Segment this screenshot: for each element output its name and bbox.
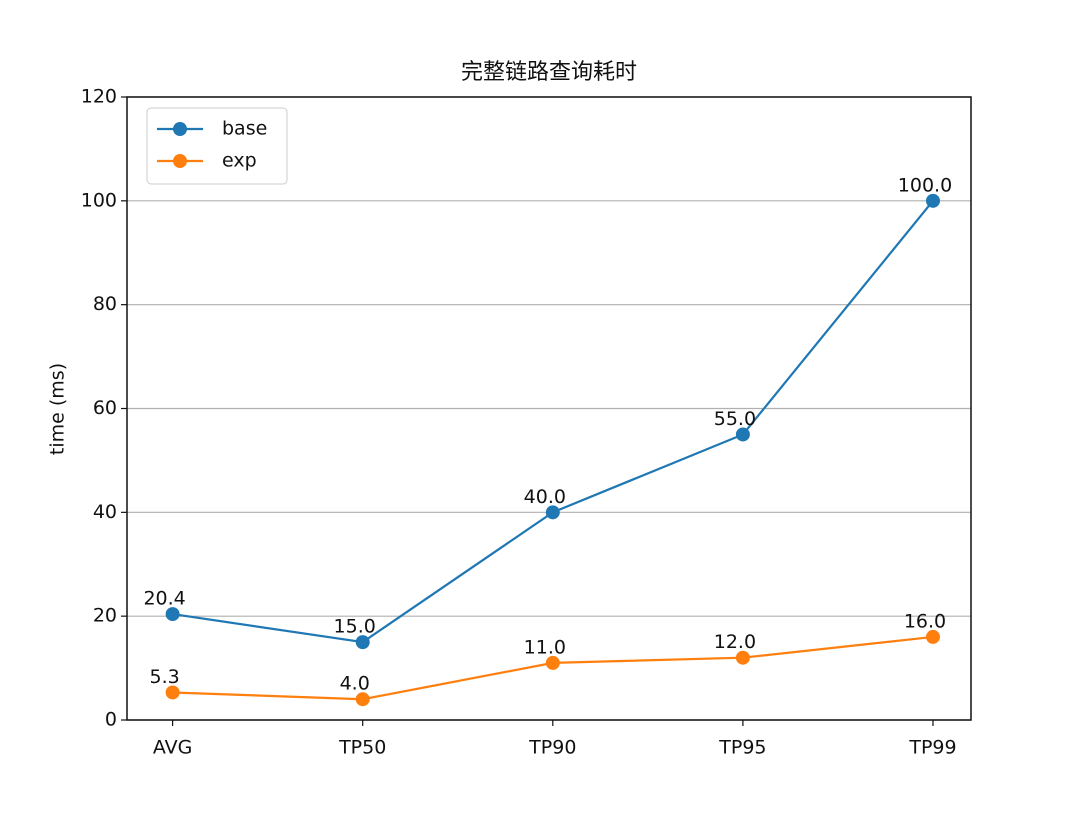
point (925, 629, 940, 644)
legend-marker (173, 154, 187, 168)
series-line (172, 200, 934, 644)
legend-label: base (222, 118, 267, 140)
y-tick-label: 0 (105, 709, 117, 731)
value-label: 4.0 (340, 673, 370, 695)
point (165, 607, 180, 622)
value-label: 11.0 (524, 636, 566, 658)
value-label: 100.0 (898, 174, 952, 196)
x-tick-label: AVG (153, 737, 193, 759)
value-label: 5.3 (150, 666, 180, 688)
point (355, 635, 370, 650)
x-tick-label: TP95 (718, 737, 766, 759)
point (355, 692, 370, 707)
value-label: 20.4 (143, 588, 185, 610)
x-tick-label: TP99 (908, 737, 956, 759)
y-tick-label: 20 (93, 605, 117, 627)
chart-title: 完整链路查询耗时 (461, 60, 637, 85)
y-axis-label: time (ms) (47, 363, 69, 455)
point (545, 655, 560, 670)
point (735, 650, 750, 665)
plot-frame (126, 96, 972, 721)
legend-marker (173, 122, 187, 136)
point (735, 427, 750, 442)
value-label: 15.0 (334, 616, 376, 638)
y-tick-label: 40 (93, 501, 117, 523)
point (165, 685, 180, 700)
x-tick-label: TP90 (528, 737, 576, 759)
legend-label: exp (222, 150, 257, 172)
y-tick-label: 120 (81, 86, 117, 108)
value-label: 55.0 (714, 408, 756, 430)
point (545, 505, 560, 520)
y-tick-label: 60 (93, 397, 117, 419)
value-label: 12.0 (714, 631, 756, 653)
point (925, 193, 940, 208)
x-tick-label: TP50 (338, 737, 386, 759)
y-tick-label: 100 (81, 189, 117, 211)
value-label: 40.0 (524, 486, 566, 508)
y-tick-label: 80 (93, 293, 117, 315)
value-label: 16.0 (904, 610, 946, 632)
